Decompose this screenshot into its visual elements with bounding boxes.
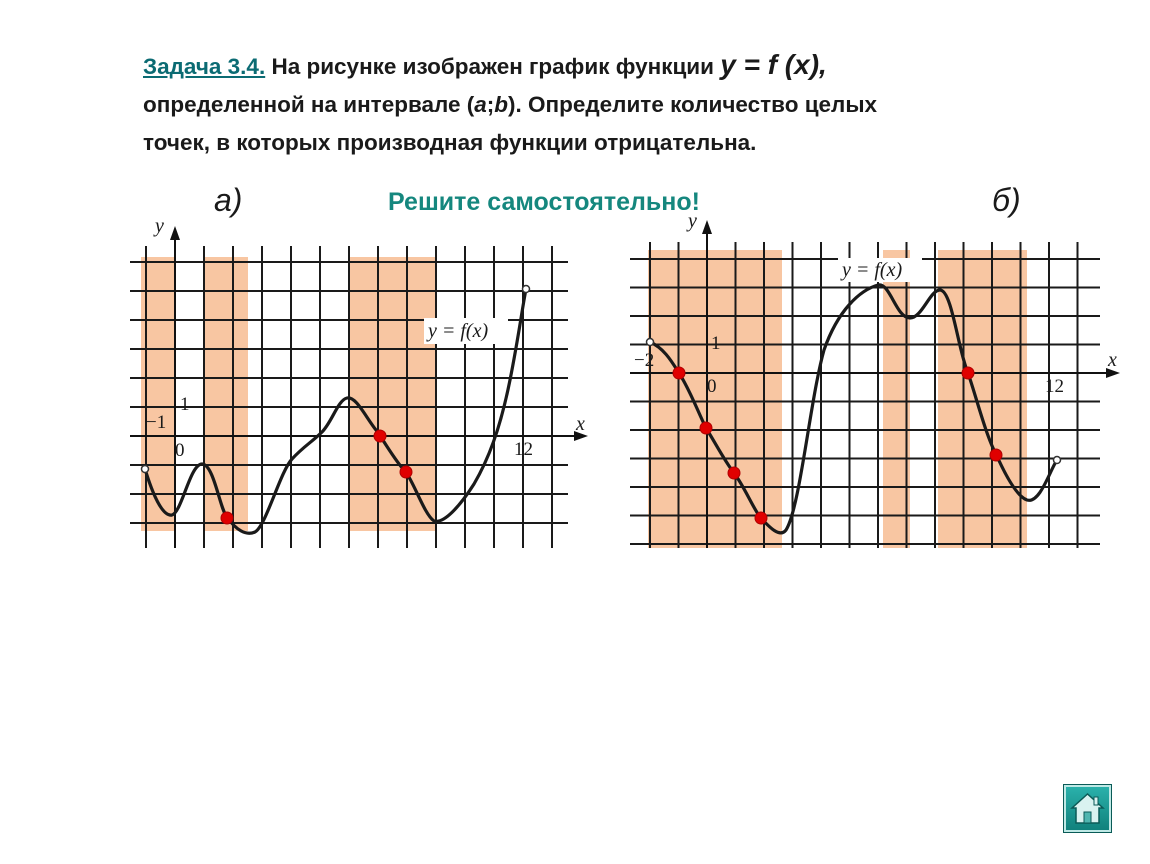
function-notation: y = f (x), — [720, 49, 827, 80]
graph-a-x-label: x — [575, 413, 585, 435]
interval-b: b — [494, 92, 509, 117]
graph-a-point-2 — [373, 429, 387, 443]
graph-a-band-3 — [349, 257, 437, 531]
home-button[interactable] — [1063, 784, 1112, 833]
graph-b-label-bg — [838, 258, 922, 282]
graph-b-point-1 — [672, 366, 686, 380]
graph-b-function-label: y = f(x) — [840, 259, 902, 281]
graph-a-bands — [141, 257, 437, 531]
graph-a-curve — [143, 288, 528, 535]
graph-a-point-3 — [399, 465, 413, 479]
task-text-3: точек, в которых производная функции отр… — [143, 130, 757, 155]
graph-a-right-endpoint — [521, 284, 531, 294]
graph-b-band-3 — [938, 250, 1027, 548]
graph-b-label: б) — [992, 182, 1021, 218]
task-statement: Задача 3.4. На рисунке изображен график … — [143, 46, 1023, 162]
solve-yourself-text: Решите самостоятельно! — [388, 188, 700, 216]
task-text-1: На рисунке изображен график функции — [265, 54, 721, 79]
graph-a-label-bg — [424, 318, 508, 344]
graph-a-x-end-label: 12 — [514, 439, 533, 460]
graph-a-y-arrow — [170, 226, 180, 240]
graph-b-right-endpoint — [1052, 455, 1062, 465]
graph-a-left-end-label: −1 — [146, 412, 166, 433]
graph-b-band-1 — [648, 250, 782, 548]
graph-a-function-label: y = f(x) — [426, 320, 488, 342]
graph-b-point-5 — [961, 366, 975, 380]
graph-b-curve — [649, 283, 1059, 535]
graph-b-point-4 — [754, 511, 768, 525]
graph-a-one-y-label: 1 — [180, 394, 190, 415]
graph-b-point-2 — [699, 421, 713, 435]
graph-b-point-3 — [727, 466, 741, 480]
graph-a-x-arrow — [574, 431, 588, 441]
graph-b-axes — [630, 220, 1120, 548]
graph-a-origin-label: 0 — [175, 440, 185, 461]
task-number-link[interactable]: Задача 3.4. — [143, 54, 266, 79]
graph-a-band-2 — [204, 257, 248, 531]
graph-b-origin-label: 0 — [707, 376, 717, 397]
graph-a-left-endpoint — [140, 464, 150, 474]
graph-b-point-6 — [989, 448, 1003, 462]
graph-b-y-arrow — [702, 220, 712, 234]
graph-b-x-end-label: 12 — [1045, 376, 1064, 397]
interval-semicolon: ; — [486, 92, 495, 117]
task-text-2a: определенной на интервале ( — [143, 92, 475, 117]
graph-b-left-endpoint — [645, 337, 655, 347]
task-text-2b: ). Определите количество целых — [508, 92, 878, 117]
graph-a-axes — [130, 226, 588, 548]
graph-b-y-label: y — [686, 210, 697, 232]
home-icon — [1070, 792, 1105, 824]
interval-a: a — [474, 92, 487, 117]
graph-b-left-end-label: −2 — [634, 350, 654, 371]
graph-a-point-1 — [220, 511, 234, 525]
graph-a-label: а) — [214, 182, 243, 218]
graph-b-one-x-label: 1 — [711, 333, 721, 354]
graph-a-y-label: y — [153, 215, 164, 237]
graph-b-x-arrow — [1106, 368, 1120, 378]
graph-b-x-label: x — [1107, 349, 1117, 371]
graph-b-bands — [648, 250, 1027, 548]
